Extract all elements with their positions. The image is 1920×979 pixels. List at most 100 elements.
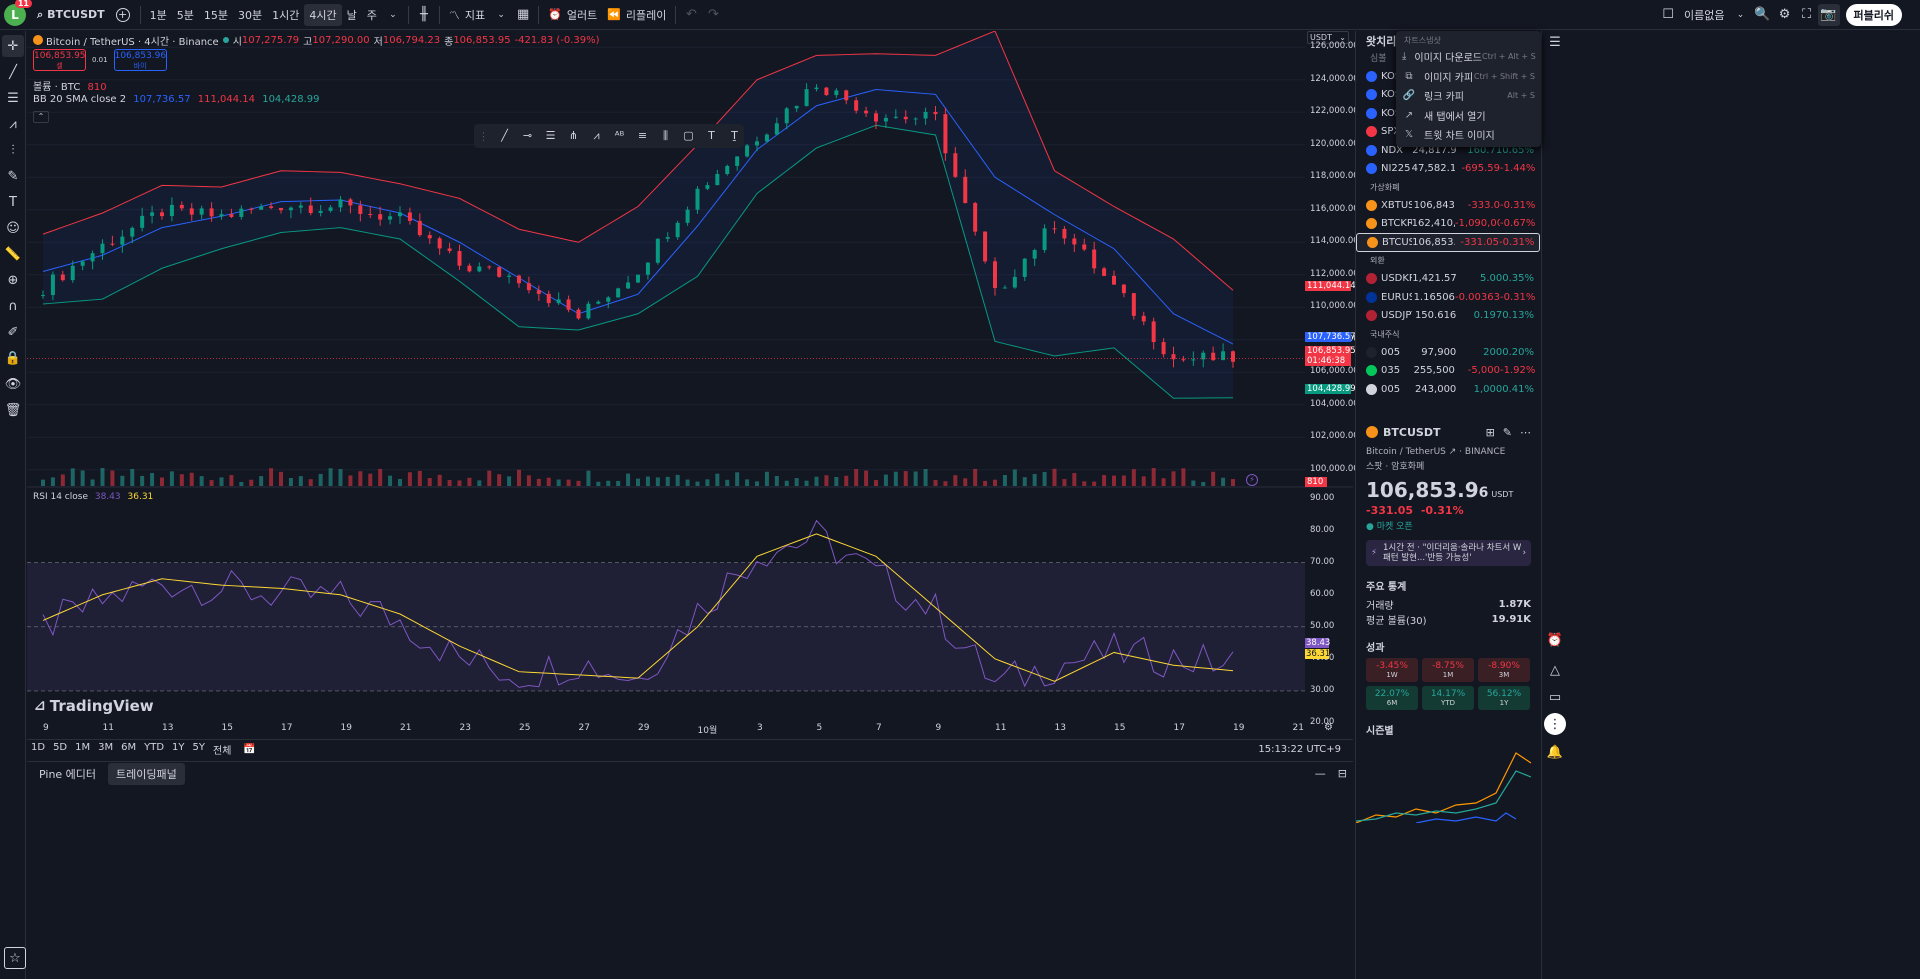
currency-select[interactable]: USDT ⌄	[1307, 31, 1349, 44]
interval-4[interactable]: 1시간	[272, 8, 300, 22]
add-symbol-icon[interactable]: +	[115, 7, 130, 22]
interval-7[interactable]: 주	[366, 8, 377, 22]
chart-title[interactable]: Bitcoin / TetherUS · 4시간 · Binance	[46, 36, 219, 48]
chevron-down-icon[interactable]: ⌄	[497, 9, 505, 20]
snapshot-menu-item[interactable]: ⧉ 이미지 카피 Ctrl + Shift + S	[1396, 67, 1541, 87]
interval-1[interactable]: 5분	[176, 8, 194, 22]
buy-button[interactable]: 106,853.96 바이	[113, 49, 167, 71]
seasonals-chart[interactable]	[1356, 743, 1540, 824]
watchlist-row[interactable]: 005 243,000 1,000 0.41%	[1356, 380, 1540, 399]
range-1[interactable]: 5D	[53, 742, 68, 753]
apps-icon[interactable]: ⋮	[1544, 713, 1566, 735]
volume-legend-label[interactable]: 볼륨 · BTC	[33, 82, 81, 93]
stay-drawing-icon[interactable]: ✐	[7, 324, 19, 340]
crosshair-icon[interactable]: ✛	[2, 35, 24, 57]
range-4[interactable]: 6M	[121, 742, 137, 753]
watchlist-row[interactable]: NDX 24,817.95 160.710.65%	[1356, 141, 1540, 160]
quick-search-icon[interactable]: 🔍	[1754, 7, 1771, 22]
interval-6[interactable]: 날	[346, 8, 357, 22]
interval-2[interactable]: 15분	[203, 8, 228, 22]
tradingview-watermark[interactable]: ⊿ TradingView	[34, 697, 154, 715]
fullscreen-icon[interactable]: ⛶	[1801, 7, 1812, 22]
watchlist-row[interactable]: USDKRW1,421.57 5.000.35%	[1356, 270, 1540, 289]
watchlist-row[interactable]: XBTUSD106,843 -333.0-0.31%	[1356, 196, 1540, 215]
minimize-icon[interactable]: —	[1314, 767, 1326, 780]
parallel-channel-icon[interactable]: ☰	[545, 129, 556, 142]
tab-pine-editor[interactable]: Pine 에디터	[39, 767, 97, 781]
text-icon[interactable]: T	[708, 129, 715, 142]
drag-handle-icon[interactable]: ⋮	[478, 129, 489, 143]
watchlist-icon[interactable]: ☰	[1549, 34, 1561, 50]
calendar-icon[interactable]: ▭	[1548, 689, 1562, 705]
trash-icon[interactable]: 🗑	[4, 402, 22, 418]
indicators-button[interactable]: 〽 지표	[444, 0, 490, 30]
watchlist-row[interactable]: BTCKRW162,410,000-1,090,000-0.67%	[1356, 215, 1540, 234]
axis-settings-icon[interactable]: ⚙	[1324, 722, 1333, 733]
star-icon[interactable]: ☆	[4, 947, 26, 969]
watchlist-row[interactable]: BTCUSDT106,853.96 -331.05-0.31%	[1356, 233, 1540, 252]
maximize-panel-icon[interactable]: ⊟	[1337, 767, 1347, 780]
watchlist-section[interactable]: 국내주식	[1370, 329, 1400, 339]
range-5[interactable]: YTD	[144, 742, 165, 753]
eye-icon[interactable]: 👁	[4, 376, 22, 392]
emoji-icon[interactable]: ☺	[6, 220, 20, 236]
brush-icon[interactable]: ✎	[7, 168, 19, 184]
fib-icon[interactable]: ≡	[637, 129, 648, 142]
alert-button[interactable]: ⏰ 얼러트	[543, 0, 602, 30]
lock-icon[interactable]: 🔒	[4, 350, 22, 366]
more-icon[interactable]: ⋯	[1520, 425, 1531, 439]
alerts-icon[interactable]: ⏰	[1546, 632, 1564, 648]
perf-cell[interactable]: 14.17% YTD	[1422, 686, 1474, 710]
range-6[interactable]: 1Y	[172, 742, 185, 753]
interval-5[interactable]: 4시간	[304, 3, 342, 26]
trend-line-icon[interactable]: ╱	[501, 129, 508, 142]
watchlist-row[interactable]: 035 255,500 -5,000 -1.92%	[1356, 362, 1540, 381]
settings-gear-icon[interactable]: ⚙	[1778, 7, 1791, 22]
zoom-icon[interactable]: ⊕	[7, 272, 19, 288]
templates-icon[interactable]: ▦	[516, 7, 530, 22]
range-0[interactable]: 1D	[31, 742, 46, 753]
fib-retracement-icon[interactable]: ☰	[7, 90, 19, 106]
text-note-icon[interactable]: Ṯ	[731, 129, 738, 142]
text-icon[interactable]: T	[9, 194, 17, 210]
range-7[interactable]: 5Y	[192, 742, 206, 753]
edit-icon[interactable]: ✎	[1502, 425, 1512, 439]
watchlist-section[interactable]: 가상화폐	[1370, 182, 1400, 192]
prediction-icon[interactable]: ⫶	[11, 142, 15, 158]
snapshot-menu-item[interactable]: ⤓ 이미지 다운로드 Ctrl + Alt + S	[1396, 47, 1541, 67]
chevron-down-icon[interactable]: ⌄	[1736, 9, 1745, 20]
layout-name[interactable]: 이름없음	[1684, 8, 1725, 22]
flash-icon[interactable]: ⚡	[1246, 474, 1258, 486]
perf-cell[interactable]: 22.07% 6M	[1366, 686, 1418, 710]
watchlist-row[interactable]: KOS	[1356, 86, 1540, 105]
user-avatar[interactable]: L 11	[4, 0, 32, 26]
pitchfork-icon[interactable]: ⋔	[568, 129, 579, 142]
col-symbol[interactable]: 심볼	[1370, 54, 1387, 64]
redo-icon[interactable]: ↷	[707, 7, 719, 22]
chevron-down-icon[interactable]: ⌄	[389, 9, 397, 20]
collapse-legend-icon[interactable]: ⌃	[33, 111, 49, 123]
interval-3[interactable]: 30분	[238, 8, 263, 22]
pattern-icon[interactable]: ⩘	[9, 116, 17, 132]
chart-pane[interactable]: Bitcoin / TetherUS · 4시간 · Binance 시 107,…	[27, 31, 1359, 739]
publish-button[interactable]: 퍼블리쉬	[1845, 3, 1902, 26]
watchlist-row[interactable]: 005 97,900 200 0.20%	[1356, 343, 1540, 362]
trend-line-icon[interactable]: ╱	[9, 64, 17, 80]
perf-cell[interactable]: -8.90% 3M	[1478, 658, 1530, 682]
abcd-icon[interactable]: ᴬᴮ	[614, 129, 625, 142]
sell-button[interactable]: 106,853.95 셀	[33, 49, 86, 71]
perf-cell[interactable]: -3.45% 1W	[1366, 658, 1418, 682]
time-axis[interactable]: 9 11 13 15 17 19 21 23 25 27 29 10월 3 5 7 9 11 13 15 17 19 21	[27, 721, 1305, 739]
snapshot-menu-item[interactable]: 🔗 링크 카피 Alt + S	[1396, 86, 1541, 106]
price-axis[interactable]: USDT ⌄ 126,000.00 124,000.00 122,000.00 120…	[1305, 31, 1359, 739]
notifications-icon[interactable]: 🔔	[1546, 744, 1564, 760]
bb-legend-label[interactable]: BB 20 SMA close 2	[33, 94, 127, 105]
candle-type-icon[interactable]: ╫	[419, 7, 428, 22]
rectangle-icon[interactable]: ▢	[683, 129, 694, 142]
pattern-icon[interactable]: ⩘	[593, 129, 600, 142]
replay-button[interactable]: ⏪ 리플레이	[602, 0, 671, 30]
goto-date-icon[interactable]: 📅	[243, 744, 256, 755]
layout-select-icon[interactable]: ☐	[1662, 7, 1674, 22]
